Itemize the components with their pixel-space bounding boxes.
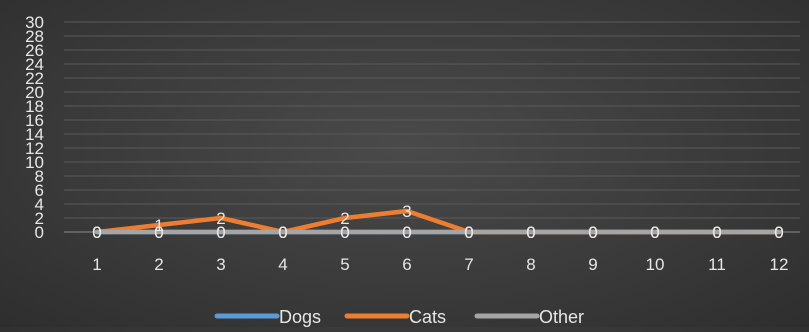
data-label: 0 xyxy=(712,223,721,242)
x-tick-label: 2 xyxy=(154,255,163,274)
data-label: 0 xyxy=(588,223,597,242)
series-line-cats xyxy=(97,211,779,232)
x-tick-label: 10 xyxy=(646,255,665,274)
x-tick-label: 1 xyxy=(92,255,101,274)
x-tick-label: 9 xyxy=(588,255,597,274)
gridlines xyxy=(64,22,800,232)
data-label: 0 xyxy=(526,223,535,242)
data-label: 0 xyxy=(402,223,411,242)
x-tick-label: 11 xyxy=(708,255,726,274)
data-label: 0 xyxy=(92,223,101,242)
x-tick-label: 6 xyxy=(402,255,411,274)
data-label: 3 xyxy=(402,202,411,221)
x-tick-label: 12 xyxy=(770,255,789,274)
legend: Dogs Cats Other xyxy=(217,307,584,327)
data-label: 0 xyxy=(216,223,225,242)
legend-label-cats: Cats xyxy=(409,307,446,327)
legend-label-dogs: Dogs xyxy=(279,307,321,327)
x-tick-label: 4 xyxy=(278,255,287,274)
x-tick-label: 3 xyxy=(216,255,225,274)
data-label: 0 xyxy=(278,223,287,242)
data-label: 0 xyxy=(464,223,473,242)
series-group xyxy=(97,211,779,232)
x-tick-label: 5 xyxy=(340,255,349,274)
data-label: 0 xyxy=(340,223,349,242)
legend-label-other: Other xyxy=(539,307,584,327)
x-tick-label: 8 xyxy=(526,255,535,274)
data-label: 0 xyxy=(154,223,163,242)
y-tick-label: 30 xyxy=(25,13,44,32)
data-label: 0 xyxy=(650,223,659,242)
data-label: 0 xyxy=(774,223,783,242)
x-tick-label: 7 xyxy=(464,255,473,274)
